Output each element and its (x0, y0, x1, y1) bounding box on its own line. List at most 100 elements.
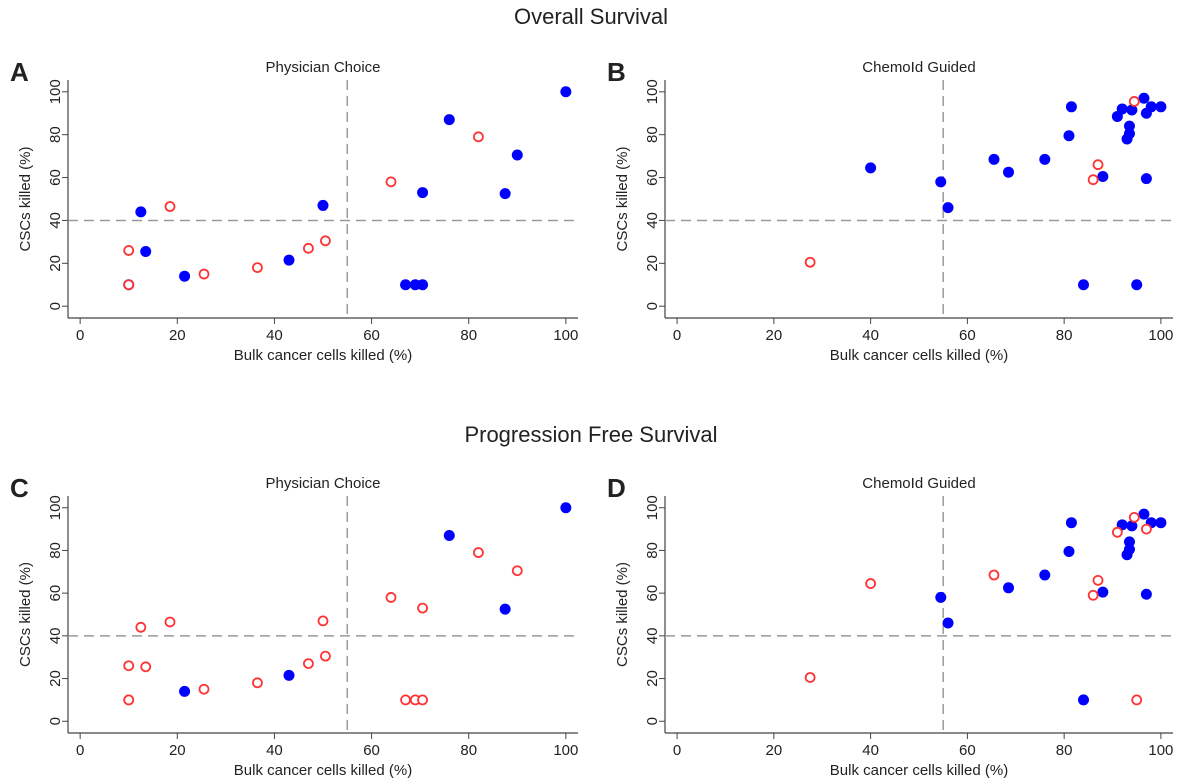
point (1087, 174, 1099, 186)
panel-letter: B (607, 57, 626, 87)
point (417, 279, 429, 291)
point (511, 565, 523, 577)
point (1131, 694, 1143, 706)
panel-letter: D (607, 473, 626, 503)
point (164, 616, 176, 628)
point (473, 131, 484, 143)
point (400, 694, 411, 706)
x-axis-label: Bulk cancer cells killed (%) (234, 762, 412, 779)
point (988, 153, 1000, 165)
point (135, 206, 147, 218)
y-tick-label: 100 (47, 495, 64, 520)
y-tick-label: 100 (644, 79, 661, 104)
point (560, 502, 572, 514)
y-tick-label: 0 (644, 302, 661, 310)
point (164, 201, 176, 212)
x-tick-label: 80 (460, 327, 477, 344)
x-tick-label: 0 (76, 742, 84, 759)
x-axis-label: Bulk cancer cells killed (%) (830, 347, 1008, 364)
point (499, 188, 511, 200)
point (1097, 170, 1109, 182)
point (317, 199, 329, 211)
point (198, 683, 210, 695)
point (303, 658, 314, 670)
x-tick-label: 40 (862, 742, 879, 759)
point (179, 685, 191, 697)
point (317, 615, 329, 627)
x-tick-label: 80 (1056, 742, 1073, 759)
point (1087, 589, 1099, 601)
y-tick-label: 0 (47, 717, 64, 725)
x-tick-label: 0 (673, 742, 681, 759)
y-tick-label: 80 (644, 542, 661, 559)
x-tick-label: 20 (766, 327, 783, 344)
y-axis-label: CSCs killed (%) (614, 562, 631, 667)
point (560, 86, 572, 98)
point (1140, 588, 1152, 600)
y-tick-label: 80 (47, 126, 64, 143)
y-tick-label: 0 (644, 717, 661, 725)
point (935, 176, 947, 188)
point (1077, 694, 1089, 706)
x-axis-label: Bulk cancer cells killed (%) (830, 762, 1008, 779)
point (473, 547, 484, 558)
point (1097, 586, 1109, 598)
x-tick-label: 40 (266, 327, 283, 344)
y-tick-label: 80 (47, 542, 64, 559)
point (804, 256, 816, 268)
panel-title: ChemoId Guided (862, 59, 975, 76)
point (935, 591, 947, 603)
point (1063, 546, 1075, 558)
point (1065, 101, 1077, 113)
point (123, 694, 135, 706)
point (1092, 574, 1104, 586)
point (443, 114, 455, 126)
point (511, 149, 523, 161)
point (1155, 101, 1167, 113)
x-tick-label: 60 (959, 742, 976, 759)
point (942, 202, 954, 214)
panel-title: Physician Choice (265, 59, 380, 76)
point (198, 268, 210, 280)
point (1111, 526, 1123, 538)
point (320, 235, 331, 247)
point (865, 578, 877, 589)
point (1116, 103, 1128, 115)
panel-title: ChemoId Guided (862, 475, 975, 492)
point (417, 602, 428, 614)
point (1128, 96, 1140, 107)
point (123, 245, 135, 256)
point (1065, 517, 1077, 529)
x-tick-label: 80 (1056, 327, 1073, 344)
point (865, 162, 877, 174)
x-tick-label: 0 (673, 327, 681, 344)
x-tick-label: 0 (76, 327, 84, 344)
point (942, 617, 954, 629)
point (1003, 166, 1015, 178)
point (123, 279, 135, 291)
point (1138, 92, 1150, 104)
x-tick-label: 100 (553, 742, 578, 759)
point (1140, 173, 1152, 185)
y-tick-label: 40 (644, 212, 661, 229)
y-tick-label: 40 (47, 212, 64, 229)
x-tick-label: 40 (862, 327, 879, 344)
point (252, 677, 263, 689)
panel-letter: C (10, 473, 29, 503)
y-tick-label: 60 (644, 585, 661, 602)
y-tick-label: 80 (644, 126, 661, 143)
y-tick-label: 40 (47, 628, 64, 645)
point (385, 176, 397, 188)
point (1126, 104, 1138, 116)
panel-letter: A (10, 57, 29, 87)
point (417, 187, 429, 199)
section-title: Overall Survival (514, 4, 668, 29)
x-tick-label: 60 (959, 327, 976, 344)
x-tick-label: 100 (553, 327, 578, 344)
point (283, 669, 295, 681)
point (988, 569, 1000, 581)
point (320, 650, 331, 662)
x-tick-label: 60 (363, 327, 380, 344)
y-tick-label: 100 (47, 79, 64, 104)
